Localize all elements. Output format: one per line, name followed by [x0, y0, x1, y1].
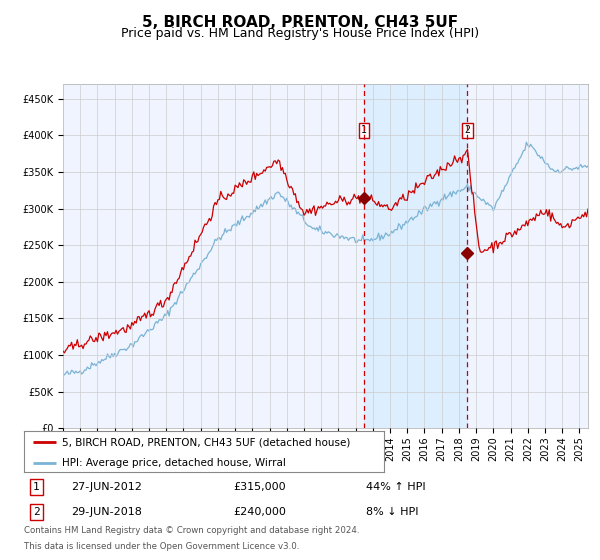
- Text: HPI: Average price, detached house, Wirral: HPI: Average price, detached house, Wirr…: [62, 458, 286, 468]
- Text: 27-JUN-2012: 27-JUN-2012: [71, 482, 142, 492]
- Text: 5, BIRCH ROAD, PRENTON, CH43 5UF: 5, BIRCH ROAD, PRENTON, CH43 5UF: [142, 15, 458, 30]
- Text: Contains HM Land Registry data © Crown copyright and database right 2024.: Contains HM Land Registry data © Crown c…: [24, 526, 359, 535]
- Text: 1: 1: [361, 125, 367, 136]
- Bar: [364, 84, 467, 428]
- Text: Price paid vs. HM Land Registry's House Price Index (HPI): Price paid vs. HM Land Registry's House …: [121, 27, 479, 40]
- Text: 44% ↑ HPI: 44% ↑ HPI: [366, 482, 426, 492]
- Text: 29-JUN-2018: 29-JUN-2018: [71, 507, 142, 517]
- Text: 2: 2: [33, 507, 40, 517]
- Text: £240,000: £240,000: [234, 507, 287, 517]
- Text: 5, BIRCH ROAD, PRENTON, CH43 5UF (detached house): 5, BIRCH ROAD, PRENTON, CH43 5UF (detach…: [62, 437, 350, 447]
- Text: £315,000: £315,000: [234, 482, 286, 492]
- Text: 8% ↓ HPI: 8% ↓ HPI: [366, 507, 419, 517]
- Text: 1: 1: [33, 482, 40, 492]
- Text: 2: 2: [464, 125, 470, 136]
- Text: This data is licensed under the Open Government Licence v3.0.: This data is licensed under the Open Gov…: [24, 542, 299, 550]
